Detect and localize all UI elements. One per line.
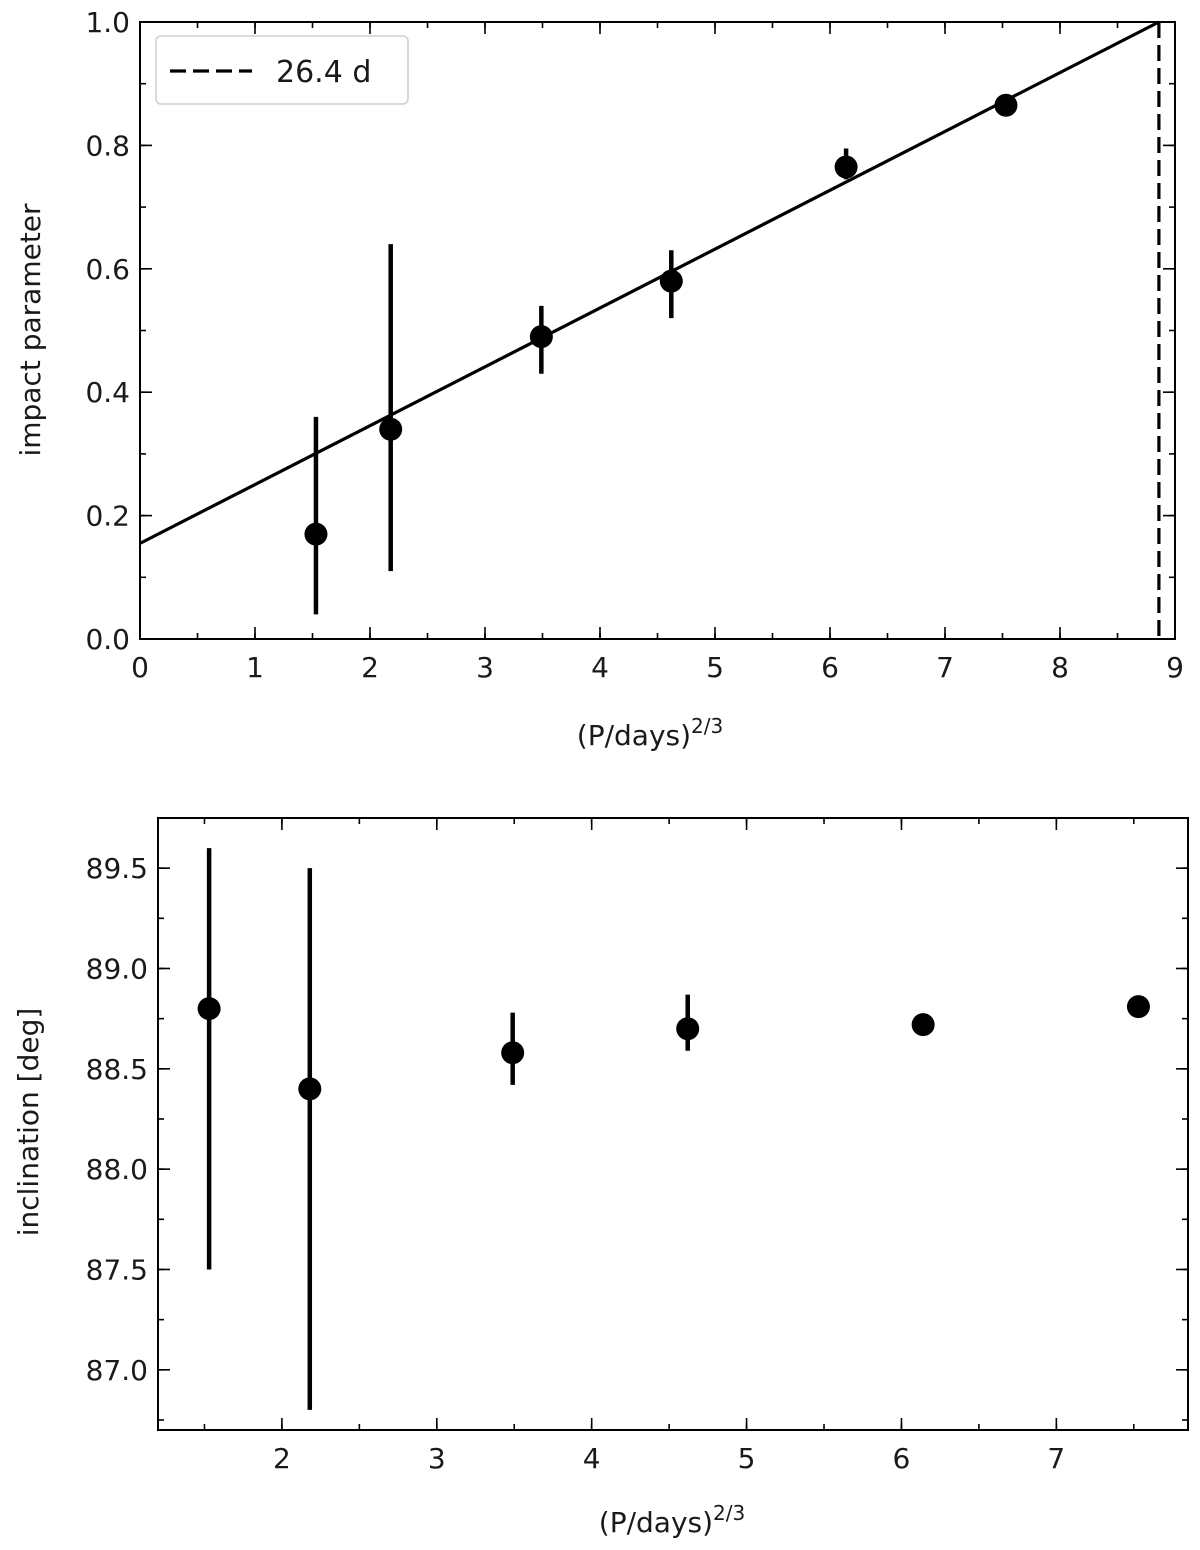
y-tick-labels-top: 0.0 0.2 0.4 0.6 0.8 1.0	[85, 6, 130, 656]
x-tick-label: 7	[1047, 1442, 1065, 1475]
y-tick-label: 88.5	[86, 1053, 148, 1086]
x-tick-label: 6	[821, 651, 839, 684]
x-tick-label: 2	[361, 651, 379, 684]
y-tick-label: 0.4	[85, 376, 130, 409]
x-tick-label: 6	[893, 1442, 911, 1475]
x-axis-label-top-base: (P/days)	[577, 719, 691, 752]
legend-box	[155, 35, 409, 105]
x-tick-label: 0	[131, 651, 149, 684]
legend-label: 26.4 d	[276, 55, 371, 90]
y-tick-label: 89.5	[86, 852, 148, 885]
y-axis-label-top: impact parameter	[14, 203, 47, 457]
x-tick-label: 5	[738, 1442, 756, 1475]
x-tick-label: 5	[706, 651, 724, 684]
x-axis-label-top-sup: 2/3	[691, 714, 723, 738]
x-tick-label: 3	[476, 651, 494, 684]
plot-frame-top	[139, 21, 1176, 640]
x-tick-label: 2	[273, 1442, 291, 1475]
data-point	[994, 93, 1018, 117]
y-tick-label: 87.5	[86, 1253, 148, 1286]
x-axis-label-top: (P/days)2/3	[577, 714, 723, 752]
data-points-bottom	[197, 995, 1150, 1101]
data-points-top	[304, 93, 1018, 546]
x-tick-label: 4	[591, 651, 609, 684]
data-point	[676, 1017, 700, 1041]
x-tick-labels-top: 0 1 2 3 4 5 6 7 8 9	[131, 651, 1184, 684]
major-ticks-top	[139, 21, 1176, 640]
x-tick-label: 9	[1166, 651, 1184, 684]
data-point	[1126, 995, 1150, 1019]
error-bars-bottom	[206, 848, 1141, 1410]
y-tick-labels-bottom: 87.0 87.5 88.0 88.5 89.0 89.5	[86, 852, 148, 1387]
plot-frame-bottom	[157, 817, 1189, 1431]
x-axis-label-bottom-sup: 2/3	[713, 1501, 745, 1525]
data-point	[304, 522, 328, 546]
y-tick-label: 87.0	[86, 1354, 148, 1387]
y-tick-label: 1.0	[85, 6, 130, 39]
inclination-panel: 2 3 4 5 6 7 87.0 87.5 88.0 88.5 89.0 89.5 inclinat…	[12, 817, 1189, 1539]
major-ticks-bottom	[158, 818, 1188, 1430]
error-bars-top	[313, 99, 1009, 615]
impact-parameter-panel: 0 1 2 3 4 5 6 7 8 9 0.0 0.2 0.4 0.6 0.8 1.0 26.4 d imp…	[14, 6, 1184, 752]
x-axis-label-bottom-base: (P/days)	[599, 1506, 713, 1539]
data-point	[379, 417, 403, 441]
y-tick-label: 89.0	[86, 952, 148, 985]
x-tick-label: 3	[428, 1442, 446, 1475]
data-point	[298, 1077, 322, 1101]
x-axis-label-bottom: (P/days)2/3	[599, 1501, 745, 1539]
minor-ticks-top	[139, 21, 1176, 640]
y-tick-label: 0.8	[85, 129, 130, 162]
y-tick-label: 0.0	[85, 623, 130, 656]
data-point	[659, 269, 683, 293]
y-tick-label: 0.2	[85, 500, 130, 533]
x-tick-labels-bottom: 2 3 4 5 6 7	[273, 1442, 1065, 1475]
y-tick-label: 88.0	[86, 1153, 148, 1186]
data-point	[911, 1013, 935, 1037]
data-point	[529, 325, 553, 349]
data-point	[501, 1041, 525, 1065]
legend: 26.4 d	[155, 35, 409, 105]
minor-ticks-bottom	[158, 817, 1188, 1430]
y-axis-label-bottom: inclination [deg]	[12, 1008, 45, 1237]
data-point	[197, 997, 221, 1021]
linear-fit-line	[139, 20, 1160, 545]
x-tick-label: 1	[246, 651, 264, 684]
data-point	[834, 155, 858, 179]
x-tick-label: 7	[936, 651, 954, 684]
x-tick-label: 8	[1051, 651, 1069, 684]
y-tick-label: 0.6	[85, 253, 130, 286]
x-tick-label: 4	[583, 1442, 601, 1475]
